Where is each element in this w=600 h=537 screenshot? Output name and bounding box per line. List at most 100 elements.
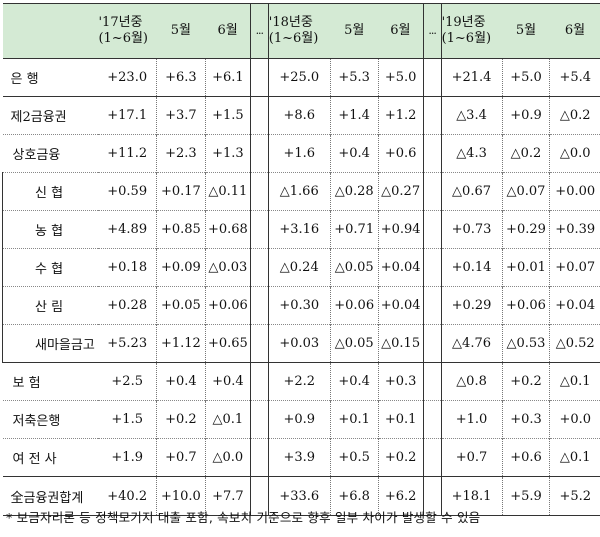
gap-cell — [422, 172, 442, 211]
value-cell: +10.0 — [156, 476, 206, 516]
value-cell: +7.7 — [205, 476, 251, 516]
value-cell: +0.4 — [330, 134, 379, 173]
value-cell: +0.05 — [156, 286, 206, 325]
gap-cell — [249, 172, 269, 211]
row-label-saemaeul: 새마을금고 — [2, 324, 99, 363]
gap-cell — [422, 96, 442, 135]
value-cell: +0.6 — [378, 134, 424, 173]
value-cell: △0.53 — [502, 324, 551, 363]
value-cell: +5.0 — [378, 58, 424, 97]
value-cell: +0.9 — [502, 96, 551, 135]
value-cell: +1.12 — [156, 324, 206, 363]
value-cell: △0.67 — [441, 172, 503, 211]
header-2019-h1: '19년중 (1~6월) — [441, 3, 502, 59]
value-cell: +0.7 — [441, 438, 503, 477]
header-2017-may: 5월 — [156, 3, 206, 59]
value-cell: △0.05 — [330, 248, 379, 287]
value-cell: +0.14 — [441, 248, 503, 287]
header-2019-jun: 6월 — [549, 3, 600, 59]
value-cell: +0.6 — [502, 438, 551, 477]
gap-cell — [422, 438, 442, 477]
gap-cell — [422, 134, 442, 173]
value-cell: +0.06 — [205, 286, 251, 325]
value-cell: +21.4 — [441, 58, 503, 97]
value-cell: +0.06 — [330, 286, 379, 325]
value-cell: +1.3 — [205, 134, 251, 173]
value-cell: +40.2 — [98, 476, 157, 516]
gap-cell — [249, 248, 269, 287]
value-cell: +6.8 — [330, 476, 379, 516]
value-cell: +0.2 — [502, 362, 551, 401]
gap-cell — [249, 58, 269, 97]
value-cell: +0.03 — [268, 324, 331, 363]
header-2018-year: '18년중 — [268, 15, 313, 30]
table-row: 수 협 +0.18 +0.09 △0.03 △0.24 △0.05 +0.04 +0.14 +0… — [2, 248, 600, 287]
value-cell: +1.9 — [98, 438, 157, 477]
header-corner — [2, 3, 99, 59]
header-2018-period: (1~6월) — [268, 31, 319, 46]
value-cell: +6.3 — [156, 58, 206, 97]
value-cell: △1.66 — [268, 172, 331, 211]
value-cell: +17.1 — [98, 96, 157, 135]
gap-cell — [422, 400, 442, 439]
value-cell: △0.15 — [378, 324, 424, 363]
row-label-specialized-credit: 여 전 사 — [2, 438, 99, 477]
header-ellipsis-1: ... — [249, 3, 269, 59]
value-cell: +0.85 — [156, 210, 206, 249]
value-cell: △0.27 — [378, 172, 424, 211]
table-row: 저축은행 +1.5 +0.2 △0.1 +0.9 +0.1 +0.1 +1.0 +0.3 +0.0 — [2, 400, 600, 439]
value-cell: +0.39 — [549, 210, 600, 249]
value-cell: +1.6 — [268, 134, 331, 173]
value-cell: +0.30 — [268, 286, 331, 325]
value-cell: +5.0 — [502, 58, 551, 97]
value-cell: +0.29 — [502, 210, 551, 249]
value-cell: △0.2 — [502, 134, 551, 173]
header-2019-year: '19년중 — [441, 15, 486, 30]
value-cell: +0.1 — [378, 400, 424, 439]
value-cell: +4.89 — [98, 210, 157, 249]
value-cell: △0.8 — [441, 362, 503, 401]
value-cell: +5.4 — [549, 58, 600, 97]
value-cell: +0.73 — [441, 210, 503, 249]
value-cell: +1.2 — [378, 96, 424, 135]
gap-cell — [422, 362, 442, 401]
value-cell: +1.5 — [205, 96, 251, 135]
value-cell: +0.06 — [502, 286, 551, 325]
value-cell: +0.7 — [156, 438, 206, 477]
header-2018-may: 5월 — [330, 3, 379, 59]
value-cell: +11.2 — [98, 134, 157, 173]
header-2017-period: (1~6월) — [98, 31, 149, 46]
row-label-mutual-finance: 상호금융 — [2, 134, 99, 173]
value-cell: +3.7 — [156, 96, 206, 135]
value-cell: +0.29 — [441, 286, 503, 325]
value-cell: +0.4 — [330, 362, 379, 401]
value-cell: +2.2 — [268, 362, 331, 401]
table-row: 농 협 +4.89 +0.85 +0.68 +3.16 +0.71 +0.94 +0.73 +0… — [2, 210, 600, 249]
table-row: 全금융권합계 +40.2 +10.0 +7.7 +33.6 +6.8 +6.2 +18.1 +5… — [2, 476, 600, 516]
row-label-insurance: 보 험 — [2, 362, 99, 401]
value-cell: △0.03 — [205, 248, 251, 287]
value-cell: △0.0 — [549, 134, 600, 173]
row-label-suhyup: 수 협 — [2, 248, 99, 287]
value-cell: +0.17 — [156, 172, 206, 211]
value-cell: +18.1 — [441, 476, 503, 516]
value-cell: +0.4 — [205, 362, 251, 401]
value-cell: +0.9 — [268, 400, 331, 439]
table-row: 보 험 +2.5 +0.4 +0.4 +2.2 +0.4 +0.3 △0.8 +0.2 △0.1 — [2, 362, 600, 401]
value-cell: +0.28 — [98, 286, 157, 325]
table-body: 은 행 +23.0 +6.3 +6.1 +25.0 +5.3 +5.0 +21.4 +5.0 +5… — [2, 58, 600, 516]
value-cell: +1.0 — [441, 400, 503, 439]
value-cell: +0.3 — [502, 400, 551, 439]
gap-cell — [249, 134, 269, 173]
value-cell: +1.5 — [98, 400, 157, 439]
value-cell: +5.3 — [330, 58, 379, 97]
row-label-total: 全금융권합계 — [2, 476, 99, 516]
value-cell: △0.24 — [268, 248, 331, 287]
gap-cell — [422, 248, 442, 287]
table-row: 상호금융 +11.2 +2.3 +1.3 +1.6 +0.4 +0.6 △4.3 △0.2 △0.… — [2, 134, 600, 173]
value-cell: △0.11 — [205, 172, 251, 211]
value-cell: +0.04 — [378, 248, 424, 287]
value-cell: +0.5 — [330, 438, 379, 477]
header-ellipsis-2: ... — [422, 3, 442, 59]
value-cell: +5.23 — [98, 324, 157, 363]
